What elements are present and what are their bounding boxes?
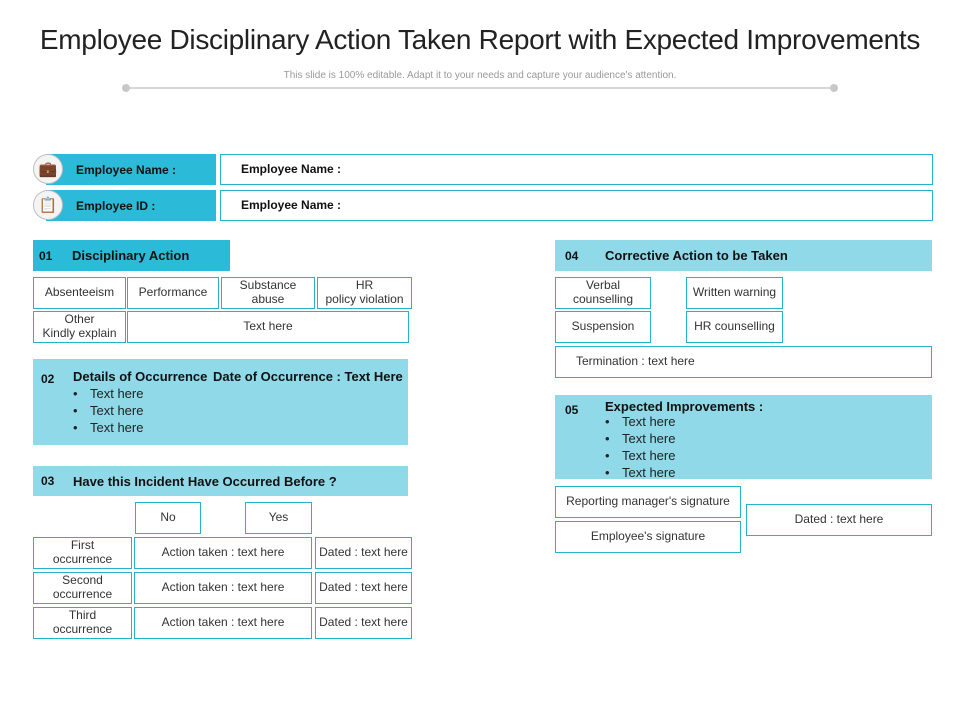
option-written-warning[interactable]: Written warning xyxy=(686,277,783,309)
divider-dot-right xyxy=(830,84,838,92)
id-badge-icon: 📋 xyxy=(33,190,63,220)
answer-no-button[interactable]: No xyxy=(135,502,201,534)
option-performance[interactable]: Performance xyxy=(127,277,219,309)
other-explanation-field[interactable]: Text here xyxy=(127,311,409,343)
section-05-panel: 05 Expected Improvements : Text here Tex… xyxy=(555,395,932,481)
improvements-bullets: Text here Text here Text here Text here xyxy=(605,413,675,481)
employee-id-field[interactable]: Employee Name : xyxy=(220,190,933,221)
first-dated-field[interactable]: Dated : text here xyxy=(315,537,412,569)
third-dated-field[interactable]: Dated : text here xyxy=(315,607,412,639)
signature-dated-field[interactable]: Dated : text here xyxy=(746,504,932,536)
section-02-panel: 02 Details of Occurrence Date of Occurre… xyxy=(33,359,408,445)
page-title: Employee Disciplinary Action Taken Repor… xyxy=(39,24,921,55)
third-occurrence-label: Third occurrence xyxy=(33,607,132,639)
employee-id-label: Employee ID : xyxy=(46,190,216,221)
title-divider xyxy=(126,87,834,89)
list-item: Text here xyxy=(605,447,675,464)
answer-yes-button[interactable]: Yes xyxy=(245,502,312,534)
employee-name-field[interactable]: Employee Name : xyxy=(220,154,933,185)
option-other[interactable]: Other Kindly explain xyxy=(33,311,126,343)
list-item: Text here xyxy=(605,430,675,447)
briefcase-icon: 💼 xyxy=(33,154,63,184)
list-item: Text here xyxy=(73,402,143,419)
date-of-occurrence: Date of Occurrence : Text Here xyxy=(213,369,403,384)
second-dated-field[interactable]: Dated : text here xyxy=(315,572,412,604)
employee-name-label: Employee Name : xyxy=(46,154,216,185)
third-action-taken-field[interactable]: Action taken : text here xyxy=(134,607,312,639)
list-item: Text here xyxy=(73,419,143,436)
manager-signature-field[interactable]: Reporting manager's signature xyxy=(555,486,741,518)
second-occurrence-label: Second occurrence xyxy=(33,572,132,604)
option-hr-counselling[interactable]: HR counselling xyxy=(686,311,783,343)
employee-signature-field[interactable]: Employee's signature xyxy=(555,521,741,553)
option-verbal-counselling[interactable]: Verbal counselling xyxy=(555,277,651,309)
option-substance-abuse[interactable]: Substance abuse xyxy=(221,277,315,309)
option-hr-policy-violation[interactable]: HR policy violation xyxy=(317,277,412,309)
option-absenteeism[interactable]: Absenteeism xyxy=(33,277,126,309)
section-04-header: 04 Corrective Action to be Taken xyxy=(555,240,932,271)
termination-field[interactable]: Termination : text here xyxy=(555,346,932,378)
divider-dot-left xyxy=(122,84,130,92)
list-item: Text here xyxy=(605,413,675,430)
details-of-occurrence-title: Details of Occurrence xyxy=(73,369,208,384)
second-action-taken-field[interactable]: Action taken : text here xyxy=(134,572,312,604)
list-item: Text here xyxy=(605,464,675,481)
list-item: Text here xyxy=(73,385,143,402)
option-suspension[interactable]: Suspension xyxy=(555,311,651,343)
expected-improvements-title: Expected Improvements : xyxy=(605,399,764,414)
section-03-header: 03 Have this Incident Have Occurred Befo… xyxy=(33,466,408,496)
first-occurrence-label: First occurrence xyxy=(33,537,132,569)
first-action-taken-field[interactable]: Action taken : text here xyxy=(134,537,312,569)
page-subtitle: This slide is 100% editable. Adapt it to… xyxy=(283,70,677,81)
section-01-header: 01 Disciplinary Action xyxy=(33,240,230,271)
details-bullets: Text here Text here Text here xyxy=(73,385,143,436)
